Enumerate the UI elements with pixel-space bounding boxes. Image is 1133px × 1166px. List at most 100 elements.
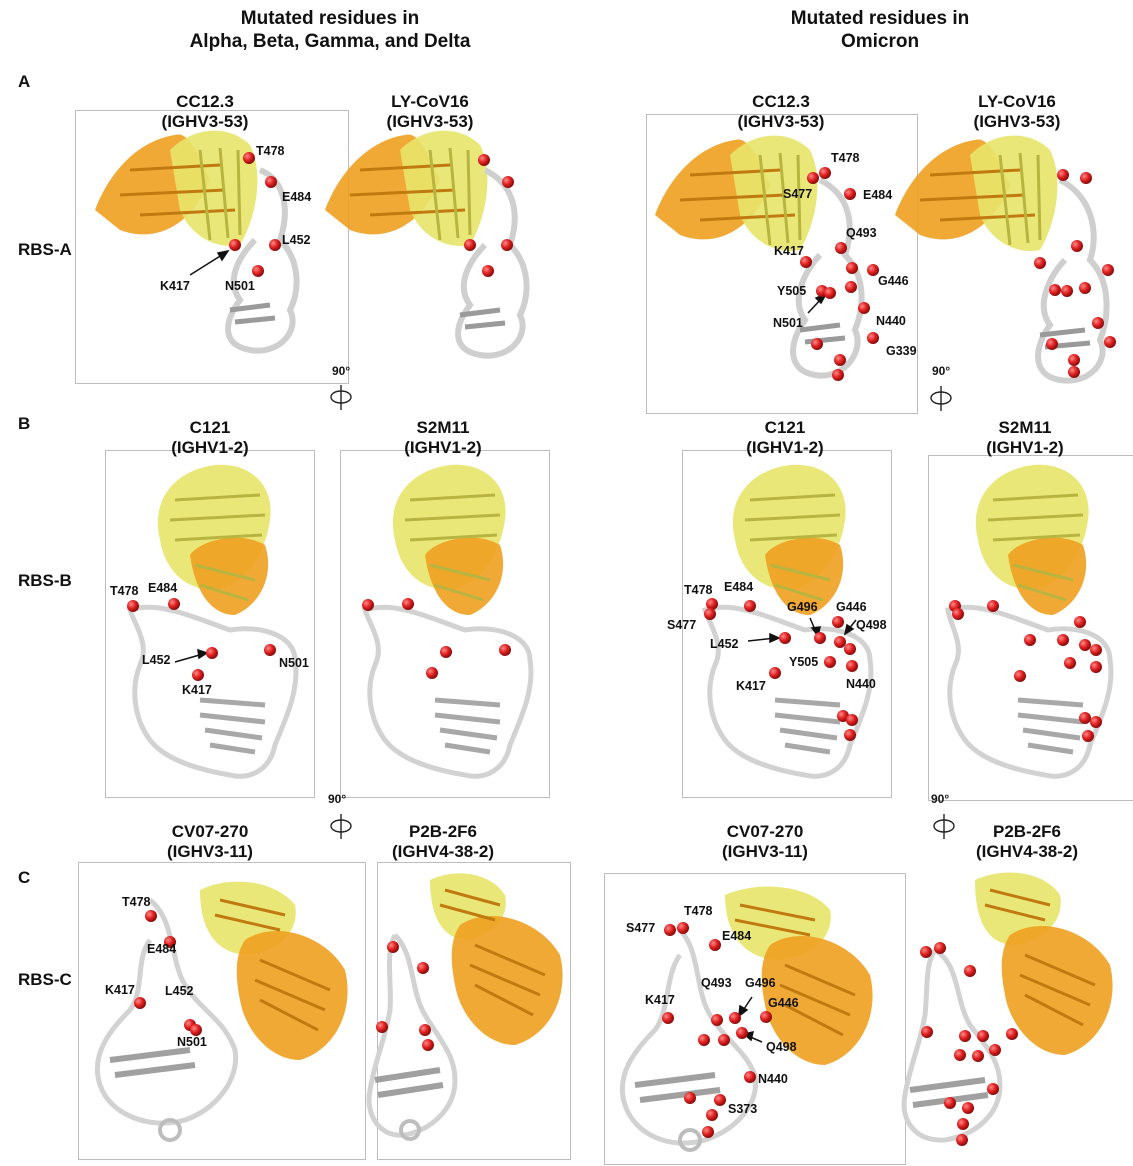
panel-letter-a: A: [18, 72, 31, 91]
residue-label: Q498: [766, 1040, 797, 1054]
left-header-line1: Mutated residues in: [240, 8, 420, 29]
residue-label: G446: [768, 996, 799, 1010]
rotation-label-b-right: 90°: [931, 792, 950, 806]
residue-label: Q493: [846, 226, 877, 240]
ab-gene: (IGHV3-53): [386, 112, 474, 132]
structure-a-right-1: [655, 135, 865, 379]
residue-label: N501: [177, 1035, 207, 1049]
ab-name: LY-CoV16: [978, 92, 1056, 111]
row-label-rbs-a: RBS-A: [18, 240, 72, 259]
ab-title-b-right-2: S2M11 (IGHV1-2): [950, 418, 1100, 459]
ab-title-a-right-2: LY-CoV16 (IGHV3-53): [942, 92, 1092, 133]
panel-letter-c: C: [18, 868, 31, 887]
residue-label: G496: [787, 600, 818, 614]
residue-label: K417: [645, 993, 675, 1007]
ab-name: S2M11: [416, 418, 470, 437]
residue-label: G446: [836, 600, 867, 614]
residue-label: N440: [846, 677, 876, 691]
ab-title-b-left-2: S2M11 (IGHV1-2): [368, 418, 518, 459]
ab-title-a-left-1: CC12.3 (IGHV3-53): [130, 92, 280, 133]
residue-label: G446: [878, 274, 909, 288]
ab-name: LY-CoV16: [391, 92, 469, 111]
ab-gene: (IGHV3-53): [161, 112, 249, 132]
residue-label: T478: [684, 904, 713, 918]
residue-label: E484: [147, 942, 177, 956]
rotation-label-a-left: 90°: [332, 364, 351, 378]
structure-b-left-1: [126, 464, 299, 779]
ab-gene: (IGHV1-2): [404, 438, 482, 458]
residue-label: Y505: [777, 284, 807, 298]
ab-title-a-left-2: LY-CoV16 (IGHV3-53): [355, 92, 505, 133]
residue-label: N501: [773, 316, 803, 330]
ab-title-c-right-1: CV07-270 (IGHV3-11): [690, 822, 840, 863]
frame-a-left: [75, 110, 349, 384]
ab-gene: (IGHV3-53): [973, 112, 1061, 132]
ab-title-b-left-1: C121 (IGHV1-2): [135, 418, 285, 459]
ab-name: C121: [764, 418, 806, 437]
residue-label: N501: [279, 656, 309, 670]
structure-b-right-2: [945, 464, 1114, 779]
ab-gene: (IGHV1-2): [986, 438, 1064, 458]
residue-label: T478: [110, 584, 139, 598]
frame-b-right-1: [682, 450, 892, 798]
residue-label: L452: [710, 637, 739, 651]
ab-gene: (IGHV4-38-2): [975, 842, 1079, 862]
right-header-line2: Omicron: [840, 30, 920, 52]
ab-name: CV07-270: [726, 822, 804, 841]
ab-name: C121: [189, 418, 231, 437]
structure-a-left-2: [325, 130, 530, 359]
residue-label: L452: [142, 653, 171, 667]
residue-label: N501: [225, 279, 255, 293]
ab-name: P2B-2F6: [992, 822, 1062, 841]
ab-name: P2B-2F6: [408, 822, 478, 841]
residue-label: G339: [886, 344, 917, 358]
residue-label: E484: [724, 580, 754, 594]
ab-gene: (IGHV1-2): [746, 438, 824, 458]
frame-c-left-1: [78, 862, 366, 1160]
ab-name: CC12.3: [176, 92, 234, 111]
ab-title-c-left-2: P2B-2F6 (IGHV4-38-2): [368, 822, 518, 863]
residue-label: E484: [722, 929, 752, 943]
ab-title-c-right-2: P2B-2F6 (IGHV4-38-2): [952, 822, 1102, 863]
frame-c-left-2: [377, 862, 571, 1160]
residue-label: Y505: [789, 655, 819, 669]
ab-gene: (IGHV3-53): [737, 112, 825, 132]
structure-c-right-2: [901, 872, 1113, 1143]
residue-label: S477: [626, 921, 656, 935]
frame-a-right: [646, 114, 918, 414]
residue-label: T478: [831, 151, 860, 165]
residue-label: T478: [256, 144, 285, 158]
ab-name: CC12.3: [752, 92, 810, 111]
frame-b-left-2: [340, 450, 550, 798]
ab-gene: (IGHV3-11): [167, 842, 253, 862]
right-column-header: Mutated residues in Omicron: [720, 8, 1040, 54]
residue-label: N440: [876, 314, 906, 328]
residue-label: S477: [783, 187, 813, 201]
frame-b-left-1: [105, 450, 315, 798]
ab-gene: (IGHV4-38-2): [391, 842, 495, 862]
residue-label: E484: [148, 581, 178, 595]
ab-gene: (IGHV1-2): [171, 438, 249, 458]
structure-a-right-2: [895, 135, 1110, 384]
residue-label: K417: [105, 983, 135, 997]
ab-name: S2M11: [998, 418, 1052, 437]
frame-b-right-2: [928, 455, 1133, 801]
structure-c-left-1: [94, 881, 348, 1142]
structure-c-left-2: [366, 873, 563, 1141]
residue-label: S373: [728, 1102, 758, 1116]
residue-label: T478: [684, 583, 713, 597]
residue-label: Q493: [701, 976, 732, 990]
structure-a-left-1: [95, 130, 300, 354]
left-column-header: Mutated residues in Alpha, Beta, Gamma, …: [150, 8, 510, 54]
frame-c-right-1: [604, 873, 906, 1165]
residue-label: Q498: [856, 618, 887, 632]
residue-label: N440: [758, 1072, 788, 1086]
ab-title-a-right-1: CC12.3 (IGHV3-53): [706, 92, 856, 133]
residue-label: L452: [165, 984, 194, 998]
row-label-rbs-c: RBS-C: [18, 970, 72, 989]
residue-label: K417: [736, 679, 766, 693]
residue-label: G496: [745, 976, 776, 990]
structure-b-left-2: [361, 464, 534, 779]
residue-label: E484: [863, 188, 893, 202]
